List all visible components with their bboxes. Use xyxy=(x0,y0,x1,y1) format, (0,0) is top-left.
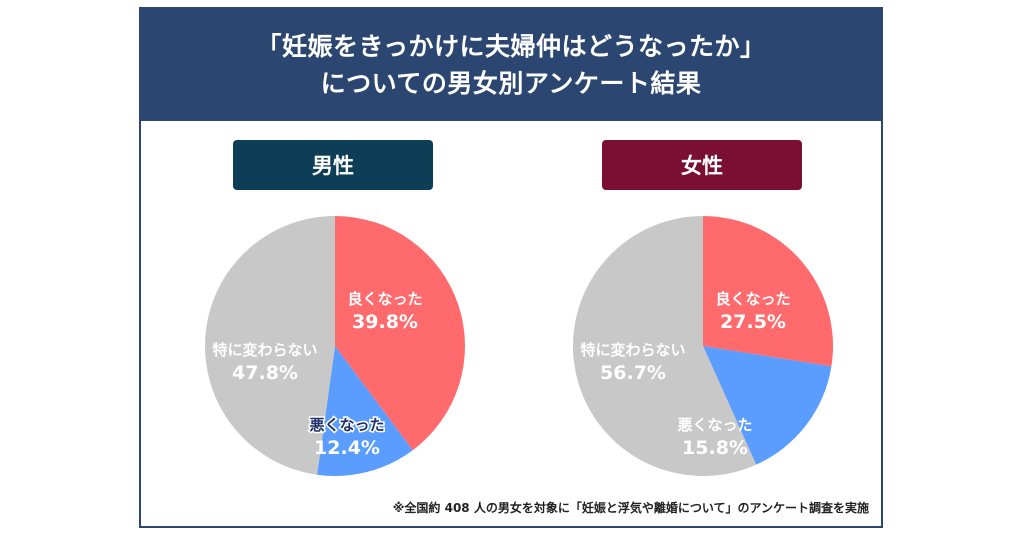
slice-value-label: 39.8% xyxy=(352,311,418,333)
slice-good xyxy=(335,216,465,451)
male-badge: 男性 xyxy=(233,140,433,190)
slice-category-label: 良くなった xyxy=(715,290,790,308)
slice-category-label: 特に変わらない xyxy=(212,341,317,359)
slice-value-label: 56.7% xyxy=(600,362,666,384)
slice-bad xyxy=(703,346,832,465)
slice-value-label: 47.8% xyxy=(232,362,298,384)
slice-category-label: 悪くなった xyxy=(677,416,752,434)
male-pie-chart: 良くなった 39.8% 悪くなった 12.4% 特に変わらない 47.8% xyxy=(205,216,465,476)
slice-category-label: 特に変わらない xyxy=(580,341,685,359)
slice-value-label: 15.8% xyxy=(682,437,748,459)
slice-value-label: 12.4% xyxy=(314,437,380,459)
slice-category-label: 良くなった xyxy=(347,290,422,308)
slice-value-label: 27.5% xyxy=(720,311,786,333)
footnote: ※全国約 408 人の男女を対象に「妊娠と浮気や離婚について」のアンケート調査を… xyxy=(392,501,869,515)
female-pie-chart: 良くなった 27.5% 悪くなった 15.8% 特に変わらない 56.7% xyxy=(572,216,833,476)
slice-same xyxy=(205,216,335,475)
title-line-1: 「妊娠をきっかけに夫婦仲はどうなったか」 xyxy=(256,32,766,61)
slice-bad xyxy=(317,346,413,476)
slice-same xyxy=(572,216,757,476)
title-banner: 「妊娠をきっかけに夫婦仲はどうなったか」 についての男女別アンケート結果 xyxy=(141,9,881,121)
female-badge: 女性 xyxy=(602,140,802,190)
title-line-2: についての男女別アンケート結果 xyxy=(320,69,702,98)
slice-good xyxy=(703,216,833,367)
survey-card: 「妊娠をきっかけに夫婦仲はどうなったか」 についての男女別アンケート結果 男性 … xyxy=(139,7,883,528)
slice-category-label: 悪くなった xyxy=(309,416,384,434)
